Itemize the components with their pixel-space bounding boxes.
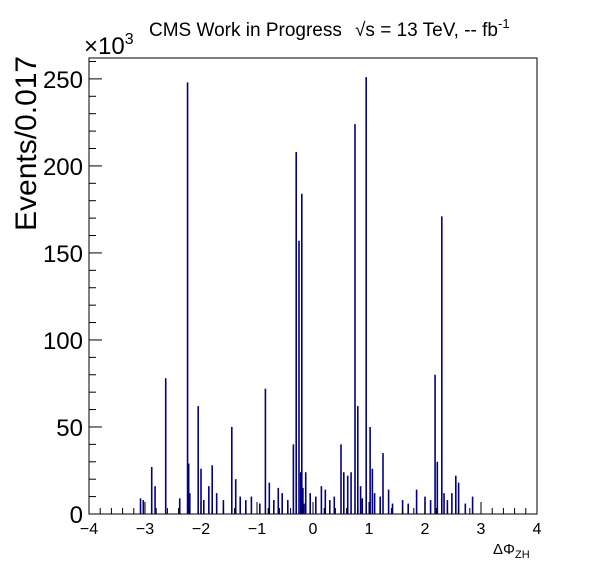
y-multiplier-base: ×10 (84, 33, 125, 60)
plot-frame (88, 57, 538, 515)
y-tick-label: 100 (43, 328, 83, 355)
x-tick-label: 2 (421, 521, 430, 538)
x-axis-label-main: ΔΦ (493, 541, 515, 558)
y-tick-label: 200 (43, 154, 83, 181)
x-tick-label: −2 (192, 521, 210, 538)
histogram-bars (139, 77, 474, 514)
chart-title: CMS Work in Progress (149, 20, 342, 41)
energy-label: √s = 13 TeV, -- fb-1 (355, 16, 510, 41)
energy-label-superscript: -1 (498, 16, 510, 31)
y-axis-label: Events/0.017 (10, 56, 43, 231)
y-tick-label: 250 (43, 67, 83, 94)
x-tick-label: −3 (136, 521, 154, 538)
y-multiplier: ×103 (84, 31, 134, 60)
x-axis-label: ΔΦZH (493, 541, 530, 561)
y-tick-label: 150 (43, 241, 83, 268)
x-tick-label: 3 (477, 521, 486, 538)
y-multiplier-exponent: 3 (125, 31, 134, 48)
x-tick-label: 4 (533, 521, 542, 538)
x-tick-label: −1 (248, 521, 266, 538)
y-tick-label: 0 (70, 502, 83, 529)
y-axis-ticks: 0 50 100 150 200 250 (43, 60, 102, 529)
energy-label-text: √s = 13 TeV, -- fb (355, 20, 498, 41)
y-tick-label: 50 (56, 415, 83, 442)
x-tick-label: 1 (365, 521, 374, 538)
x-axis-ticks: −4 −3 −2 −1 0 1 2 3 4 (80, 502, 542, 538)
x-axis-label-subscript: ZH (515, 549, 530, 561)
x-tick-label: 0 (309, 521, 318, 538)
x-tick-label: −4 (80, 521, 98, 538)
